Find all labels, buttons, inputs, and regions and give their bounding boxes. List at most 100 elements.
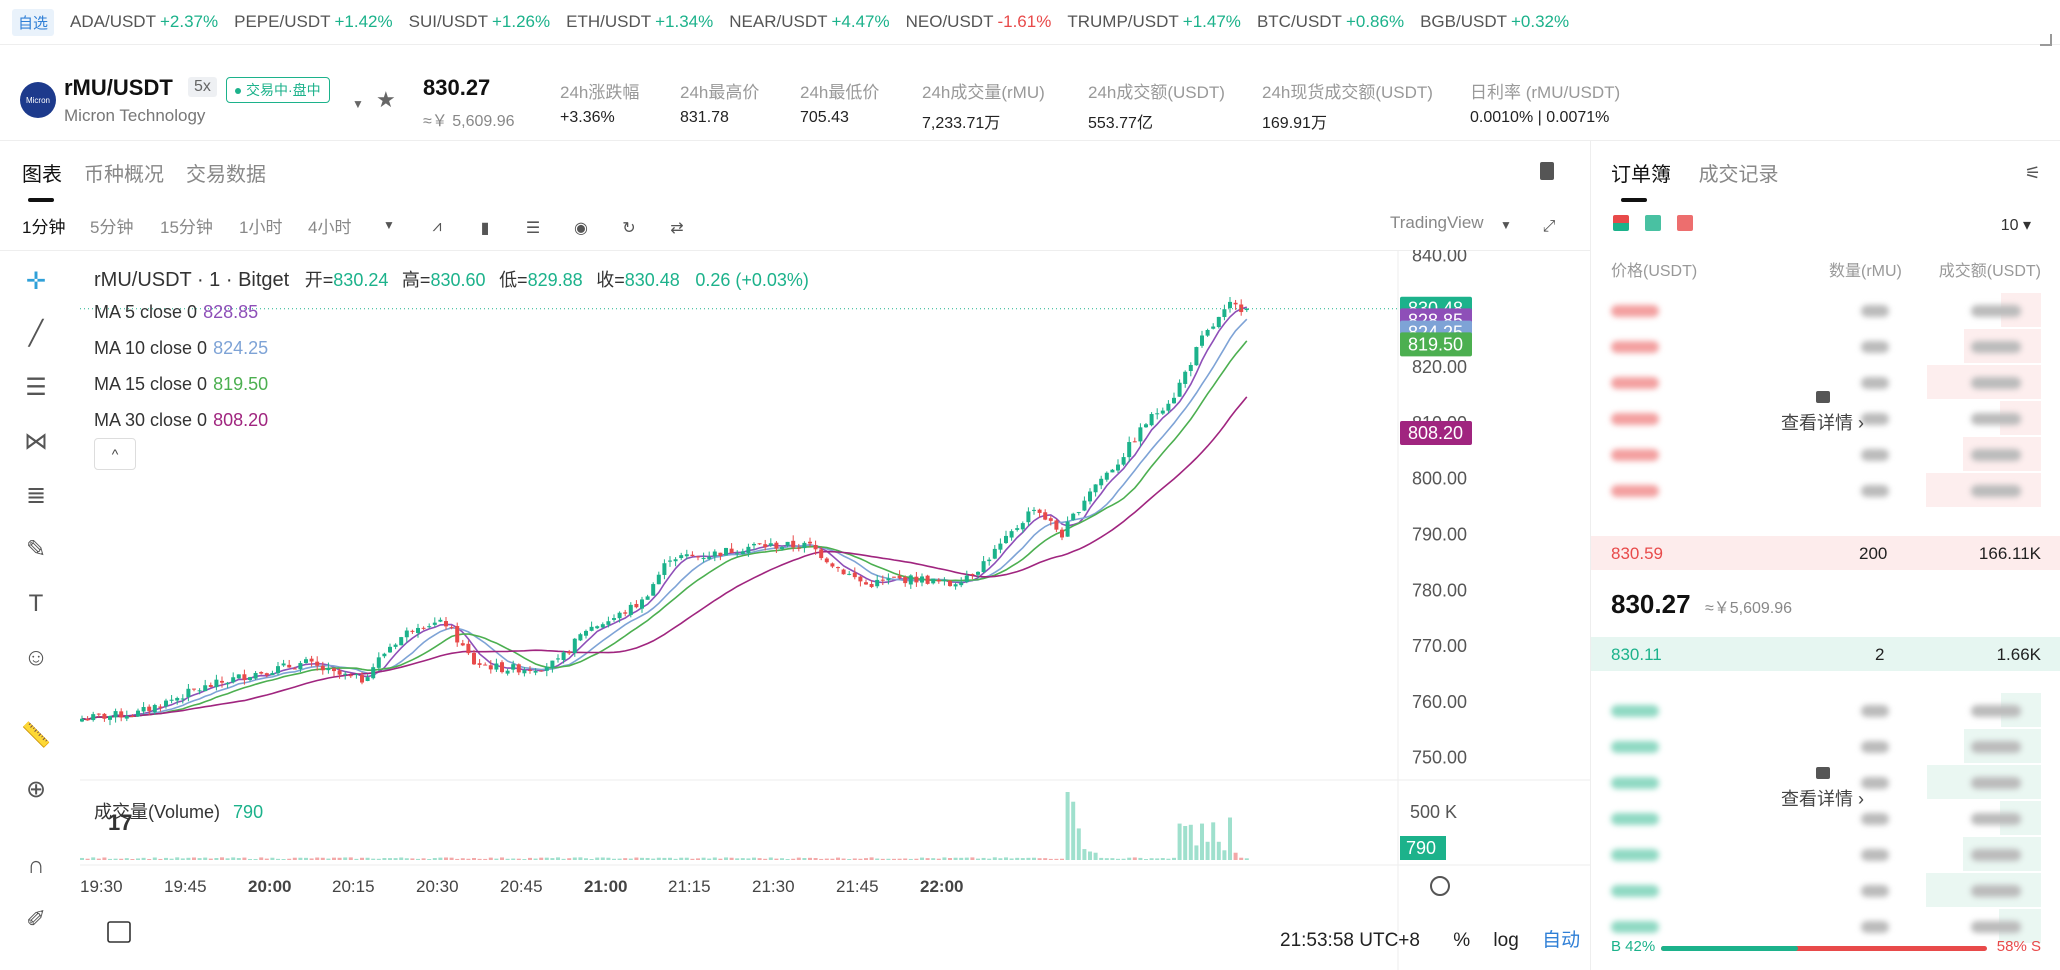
time-axis-label: 21:00 [584, 877, 627, 896]
price-axis-label: 800.00 [1412, 469, 1467, 489]
candle [1043, 512, 1048, 520]
compare-icon[interactable]: ⇄ [670, 220, 684, 237]
mode-bids-icon[interactable] [1645, 215, 1661, 231]
volume-bar [1177, 823, 1182, 860]
ticker-item[interactable]: BGB/USDT +0.32% [1420, 12, 1569, 32]
candle [836, 567, 840, 569]
crosshair-icon[interactable]: ✛ [25, 268, 47, 295]
ticker-item[interactable]: ADA/USDT +2.37% [70, 12, 218, 32]
candle [987, 559, 992, 562]
brush-icon[interactable]: ✎ [25, 536, 47, 563]
emoji-icon[interactable]: ☺ [23, 644, 49, 671]
best-ask-row[interactable]: 830.59 200 166.11K [1591, 536, 2060, 570]
symbol-title[interactable]: rMU/USDT [64, 75, 173, 100]
interval-4h[interactable]: 4小时 [308, 218, 352, 237]
symbol-dropdown-icon[interactable]: ▼ [352, 97, 364, 111]
horizontal-lines-icon[interactable]: ☰ [25, 374, 47, 401]
volume-bar [404, 858, 409, 860]
candle [382, 653, 387, 657]
depth-select[interactable]: 10 ▾ [2000, 217, 2031, 234]
volume-bar [981, 857, 986, 860]
bids-view-more-label: 查看详情 [1781, 789, 1853, 809]
camera-icon[interactable]: ◉ [574, 220, 588, 237]
interval-dropdown-icon[interactable]: ▼ [383, 218, 395, 232]
orderbook-row-hidden [1611, 801, 2041, 835]
auto-scale-toggle[interactable]: 自动 [1542, 930, 1581, 951]
candle [1026, 511, 1031, 523]
volume-bar [925, 858, 930, 860]
indicators-icon[interactable]: ⩘ [432, 218, 442, 235]
collapse-legend-button[interactable]: ^ [94, 438, 136, 470]
current-time: 21:53:58 UTC+8 [1280, 930, 1420, 951]
asks-view-more[interactable]: 查看详情 › [1781, 391, 1864, 435]
ticker-item[interactable]: NEAR/USDT +4.47% [729, 12, 889, 32]
volume-bar [270, 857, 275, 860]
interval-15m[interactable]: 15分钟 [160, 218, 213, 237]
interval-5m[interactable]: 5分钟 [90, 218, 134, 237]
interval-1h[interactable]: 1小时 [239, 218, 283, 237]
volume-bar [1037, 858, 1042, 860]
candle-type-icon[interactable]: ▮ [480, 220, 490, 237]
mode-asks-icon[interactable] [1677, 215, 1693, 231]
resize-corner-icon[interactable] [2040, 34, 2052, 46]
candle [841, 569, 846, 575]
magnet-icon[interactable]: ∩ [27, 852, 45, 879]
volume-bar [410, 858, 415, 860]
tab-chart[interactable]: 图表 [22, 164, 62, 186]
ticker-item[interactable]: PEPE/USDT +1.42% [234, 12, 393, 32]
best-bid-row[interactable]: 830.11 2 1.66K [1591, 637, 2060, 671]
log-scale-toggle[interactable]: log [1493, 930, 1519, 951]
ticker-item[interactable]: ETH/USDT +1.34% [566, 12, 713, 32]
orderbook-settings-icon[interactable]: ⚟ [2024, 163, 2041, 183]
leverage-badge: 5x [188, 77, 217, 97]
tab-overview[interactable]: 币种概况 [84, 164, 164, 186]
zoom-in-icon[interactable]: ⊕ [25, 776, 47, 803]
engine-dropdown-icon[interactable]: ▼ [1500, 218, 1512, 232]
settings-sliders-icon[interactable]: ☰ [525, 220, 541, 237]
volume-bar [1048, 858, 1053, 860]
fullscreen-icon[interactable]: ⤢ [1542, 218, 1556, 235]
ruler-icon[interactable]: 📏 [21, 722, 51, 749]
volume-bar [1004, 857, 1008, 860]
candle [320, 665, 325, 671]
favorite-star-icon[interactable]: ★ [376, 87, 396, 112]
volume-bar [1166, 858, 1171, 860]
mode-both-icon[interactable] [1613, 215, 1629, 231]
interval-1m[interactable]: 1分钟 [22, 218, 66, 237]
refresh-icon[interactable]: ↻ [622, 220, 636, 237]
ticker-item[interactable]: BTC/USDT +0.86% [1257, 12, 1404, 32]
volume-bar [449, 857, 454, 860]
tab-trading-data[interactable]: 交易数据 [186, 164, 266, 186]
candle [612, 618, 616, 620]
notebook-icon[interactable] [1540, 162, 1554, 180]
volume-bar [1244, 858, 1249, 860]
trend-line-icon[interactable]: ╱ [28, 320, 44, 347]
ticker-item[interactable]: NEO/USDT -1.61% [906, 12, 1052, 32]
ticker-item[interactable]: TRUMP/USDT +1.47% [1067, 12, 1241, 32]
bids-view-more[interactable]: 查看详情 › [1781, 767, 1864, 811]
favorites-tab[interactable]: 自选 [12, 8, 55, 36]
candle [388, 646, 392, 653]
candle [936, 579, 941, 582]
chart-canvas[interactable]: 840.00830.00820.00810.00800.00790.00780.… [80, 250, 1590, 970]
tab-orderbook[interactable]: 订单簿 [1611, 164, 1671, 186]
stat-label: 24h涨跌幅 [560, 83, 640, 102]
volume-bar [948, 858, 952, 860]
chart-engine-select[interactable]: TradingView [1390, 213, 1484, 232]
text-tool-icon[interactable]: T [28, 590, 44, 617]
tab-trades[interactable]: 成交记录 [1698, 164, 1779, 186]
ticker-pair: ETH/USDT [566, 12, 652, 31]
volume-bar [673, 858, 678, 860]
pattern-icon[interactable]: ⋈ [24, 428, 48, 455]
candle [292, 668, 297, 670]
ticker-item[interactable]: SUI/USDT +1.26% [409, 12, 550, 32]
candle [264, 673, 269, 676]
volume-bar [953, 857, 958, 860]
lock-drawing-icon[interactable]: ✐ [25, 906, 47, 933]
candle [1004, 535, 1008, 544]
percent-scale-toggle[interactable]: % [1453, 930, 1471, 951]
ma30-tag: 808.20 [1408, 423, 1463, 443]
candle [460, 643, 465, 646]
fib-icon[interactable]: ≣ [25, 482, 47, 509]
price-chart[interactable]: 840.00830.00820.00810.00800.00790.00780.… [80, 250, 1590, 970]
